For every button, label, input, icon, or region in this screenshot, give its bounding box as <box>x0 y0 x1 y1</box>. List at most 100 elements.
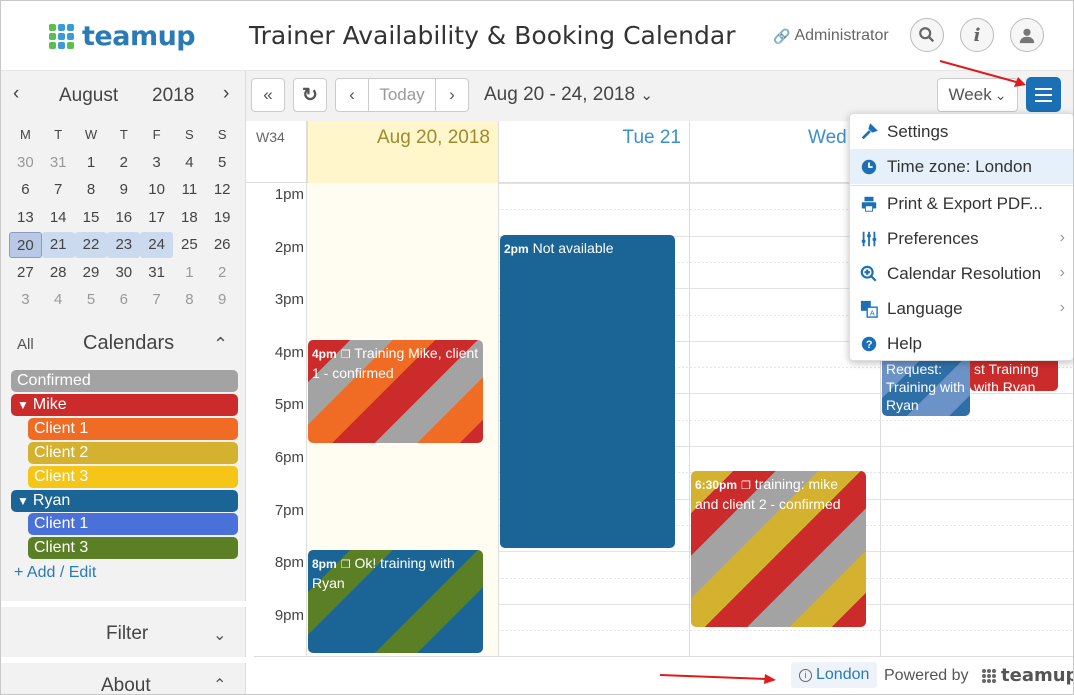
administrator-label: Administrator <box>794 27 889 44</box>
mini-day[interactable]: 27 <box>17 263 34 281</box>
mini-day[interactable]: 18 <box>181 208 198 226</box>
day-header-mon[interactable]: Aug 20, 2018 <box>307 121 498 183</box>
mini-day[interactable]: 22 <box>74 232 108 258</box>
weekday-label: W <box>84 127 98 142</box>
mini-day[interactable]: 20 <box>9 232 42 258</box>
hamburger-icon-line <box>1035 93 1052 96</box>
today-button[interactable]: Today <box>368 78 436 112</box>
mini-day[interactable]: 12 <box>213 181 231 198</box>
calendar-event[interactable]: 6:30pm ❐ training: mike and client 2 - co… <box>691 471 866 627</box>
mini-day[interactable]: 25 <box>181 236 198 253</box>
mini-day[interactable]: 11 <box>181 181 198 198</box>
user-button[interactable] <box>1010 18 1044 52</box>
calendar-item[interactable]: Client 1 <box>28 513 238 536</box>
administrator-link[interactable]: 🔗 Administrator <box>773 27 889 45</box>
caret-down-icon[interactable]: ▼ <box>17 493 29 508</box>
calendar-item[interactable]: ▼ Mike <box>11 393 238 416</box>
mini-day[interactable]: 5 <box>86 291 96 308</box>
mini-day[interactable]: 9 <box>218 291 227 308</box>
mini-day[interactable]: 17 <box>148 208 165 226</box>
mini-day[interactable]: 4 <box>54 291 63 308</box>
calendar-event[interactable]: Request: Training with Ryan <box>882 356 970 416</box>
mini-day[interactable]: 9 <box>119 181 128 198</box>
time-label: 8pm <box>274 554 304 572</box>
mini-day[interactable]: 19 <box>213 208 231 226</box>
mini-day[interactable]: 16 <box>115 208 133 226</box>
mini-day[interactable]: 29 <box>82 263 100 281</box>
calendar-item[interactable]: Confirmed <box>11 370 238 392</box>
main-menu-button[interactable] <box>1026 77 1061 112</box>
calendar-event[interactable]: 2pm Not available <box>500 235 675 548</box>
mini-day[interactable]: 30 <box>17 153 34 171</box>
mini-day[interactable]: 31 <box>148 263 165 281</box>
teamup-logo[interactable]: teamup <box>49 21 196 52</box>
mini-day[interactable]: 2 <box>218 263 227 281</box>
footer-logo[interactable]: teamup <box>982 665 1073 686</box>
mini-day[interactable]: 14 <box>49 208 67 226</box>
refresh-button[interactable]: ↻ <box>293 78 327 112</box>
calendar-item[interactable]: Client 1 <box>28 417 238 440</box>
mini-day[interactable]: 1 <box>185 263 194 281</box>
timezone-footer-link[interactable]: i London <box>791 662 878 688</box>
mini-day[interactable]: 7 <box>152 291 161 308</box>
about-section[interactable]: About ⌃ <box>1 657 246 694</box>
add-edit-calendars-link[interactable]: + Add / Edit <box>14 564 97 581</box>
time-label: 6pm <box>274 449 304 466</box>
double-chevron-left-icon: « <box>263 85 273 104</box>
menu-item[interactable]: Settings <box>850 114 1073 149</box>
caret-down-icon[interactable]: ▼ <box>17 397 29 412</box>
info-button[interactable]: i <box>960 18 994 52</box>
date-range-selector[interactable]: Aug 20 - 24, 2018 ⌄ <box>484 84 653 106</box>
chevron-up-icon[interactable]: ⌃ <box>213 334 229 354</box>
mini-day[interactable]: 8 <box>86 181 96 198</box>
mini-day[interactable]: 2 <box>119 153 128 171</box>
mini-day[interactable]: 5 <box>218 153 227 171</box>
search-button[interactable] <box>910 18 944 52</box>
mini-day[interactable]: 28 <box>49 263 67 281</box>
menu-item[interactable]: Time zone: London <box>850 149 1073 184</box>
mini-day[interactable]: 3 <box>152 153 161 171</box>
mini-day[interactable]: 15 <box>82 208 100 226</box>
calendar-item[interactable]: Client 2 <box>28 441 238 464</box>
mini-day[interactable]: 31 <box>49 153 67 171</box>
mini-day[interactable]: 24 <box>140 232 173 258</box>
prev-button[interactable]: ‹ <box>335 78 369 112</box>
mini-day[interactable]: 10 <box>148 181 165 198</box>
mini-day[interactable]: 21 <box>41 232 75 258</box>
mini-day[interactable]: 8 <box>185 291 194 308</box>
calendars-all-toggle[interactable]: All <box>17 336 34 353</box>
mini-day[interactable]: 3 <box>21 291 30 308</box>
calendar-event[interactable]: 8pm ❐ Ok! training with Ryan <box>308 550 483 653</box>
mini-day[interactable]: 30 <box>115 263 133 281</box>
view-selector[interactable]: Week ⌄ <box>937 78 1018 112</box>
calendar-event[interactable]: st Training with Ryan <box>970 356 1058 391</box>
menu-item[interactable]: Print & Export PDF... <box>850 186 1073 221</box>
mini-prev-month-icon[interactable]: ‹ <box>13 83 20 104</box>
next-button[interactable]: › <box>435 78 469 112</box>
calendar-item[interactable]: Client 3 <box>28 537 238 560</box>
menu-item[interactable]: Calendar Resolution › <box>850 256 1073 291</box>
mini-day[interactable]: 6 <box>119 291 128 308</box>
week-number: W34 <box>256 129 285 145</box>
menu-item[interactable]: ? Help <box>850 326 1073 361</box>
menu-item[interactable]: A Language › <box>850 291 1073 326</box>
mini-day[interactable]: 26 <box>213 236 231 253</box>
menu-item[interactable]: Preferences › <box>850 221 1073 256</box>
time-label: 1pm <box>274 186 304 203</box>
calendar-item[interactable]: ▼ Ryan <box>11 489 238 512</box>
mini-day[interactable]: 23 <box>107 232 141 258</box>
calendar-item[interactable]: Client 3 <box>28 465 238 488</box>
mini-day[interactable]: 13 <box>17 208 34 226</box>
filter-section[interactable]: Filter ⌄ <box>1 601 246 657</box>
chevron-down-icon: ⌄ <box>994 86 1007 103</box>
info-icon: i <box>973 24 981 46</box>
menu-item-label: Language <box>887 298 963 318</box>
mini-next-month-icon[interactable]: › <box>223 83 230 104</box>
double-left-button[interactable]: « <box>251 78 285 112</box>
calendar-event[interactable]: 4pm ❐ Training Mike, client 1 - confirmed <box>308 340 483 443</box>
mini-day[interactable]: 6 <box>21 181 30 198</box>
mini-day[interactable]: 4 <box>185 153 194 171</box>
mini-day[interactable]: 7 <box>54 181 63 198</box>
day-header-tue[interactable]: Tue 21 <box>498 121 689 183</box>
mini-day[interactable]: 1 <box>86 153 96 171</box>
